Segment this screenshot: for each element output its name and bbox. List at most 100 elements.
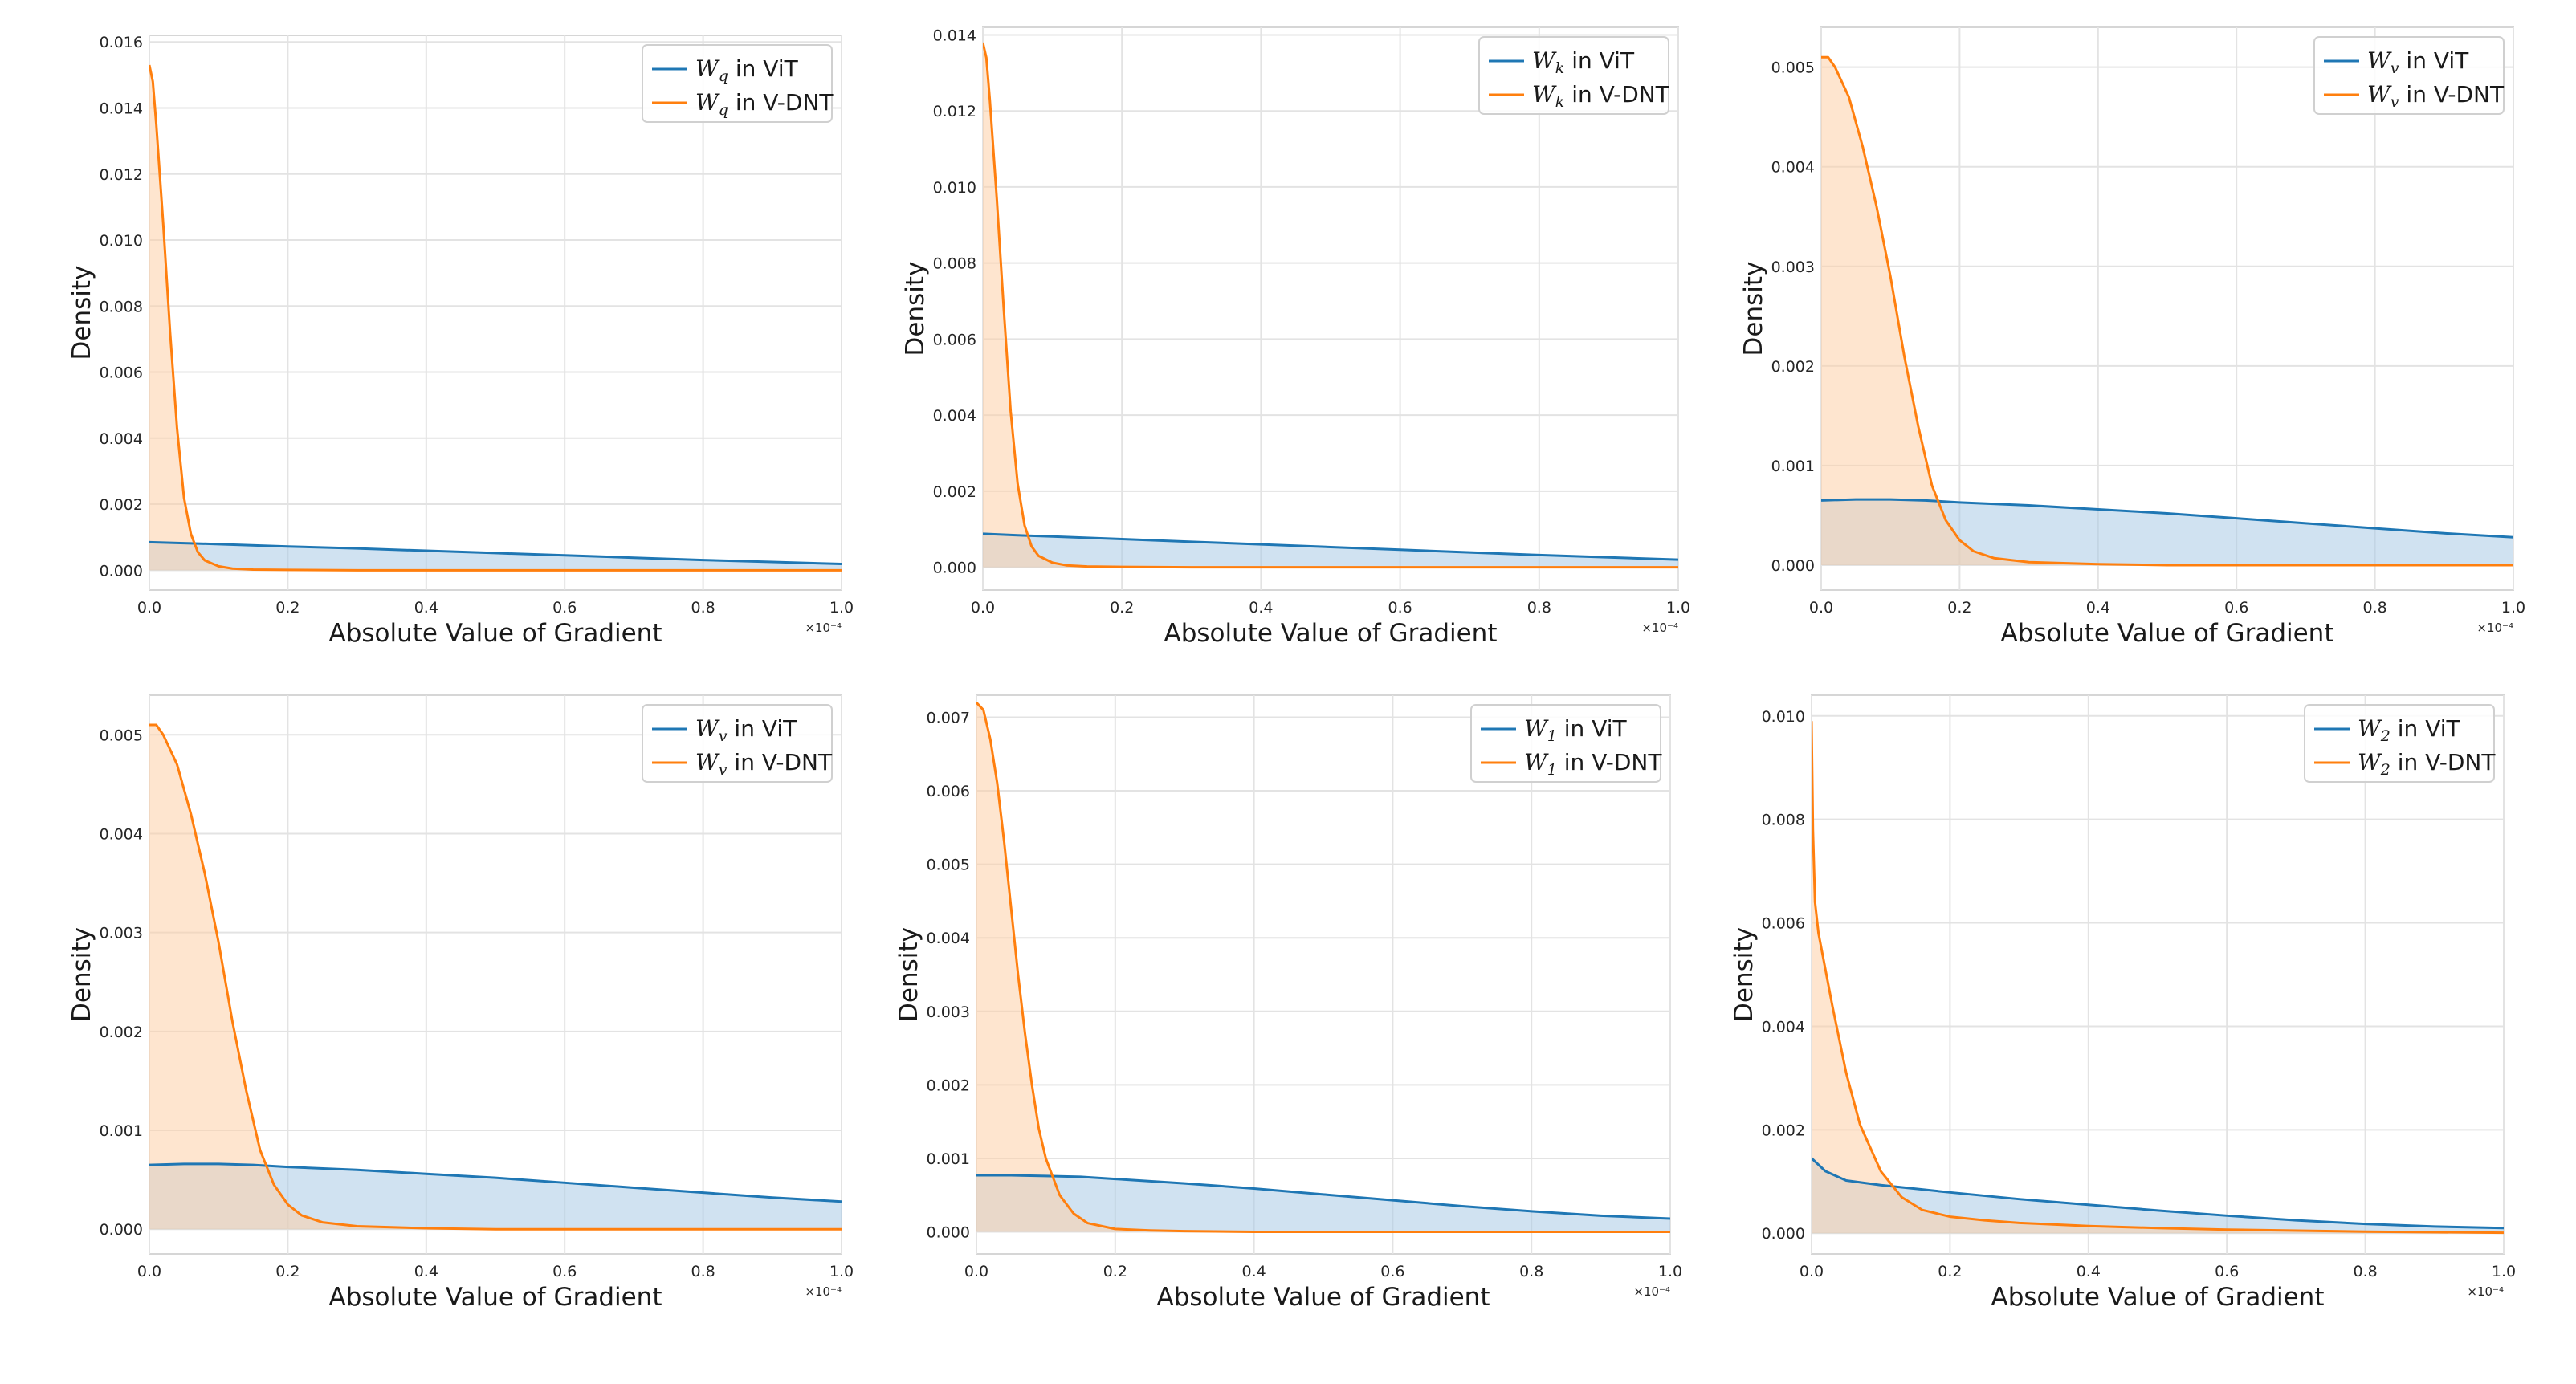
y-tick-label: 0.002	[100, 1024, 143, 1041]
legend: Wk in ViT Wk in V-DNT	[1478, 36, 1670, 115]
series-line-vit	[149, 1162, 842, 1203]
x-tick-label: 1.0	[829, 599, 854, 617]
legend-rest: in V-DNT	[728, 89, 834, 116]
legend-label-vdnt: Wv in V-DNT	[2367, 81, 2505, 111]
legend-subscript: q	[719, 67, 728, 85]
y-tick-label: 0.003	[100, 925, 143, 942]
y-tick-label: 0.000	[933, 560, 976, 577]
legend-label-vit: Wv in ViT	[2367, 47, 2469, 77]
legend-rest: in ViT	[728, 715, 798, 742]
legend-label-vit: Wk in ViT	[1532, 47, 1635, 77]
series-line-vit	[976, 1174, 1670, 1220]
y-tick-label: 0.006	[1762, 915, 1805, 933]
legend-subscript: 1	[1547, 761, 1557, 779]
y-tick-label: 0.016	[100, 34, 143, 51]
x-axis-label: Absolute Value of Gradient	[329, 619, 662, 648]
chart-panel-2: 0.0 0.2 0.4 0.6 0.8 1.0 0.000 0.002 0.004 0.006 0.…	[901, 26, 1690, 648]
x-tick-label: 0.6	[1380, 1263, 1404, 1280]
legend-label-vit: W1 in ViT	[1524, 715, 1628, 745]
x-axis-label: Absolute Value of Gradient	[1991, 1283, 2325, 1312]
legend-subscript: v	[719, 727, 728, 745]
x-tick-label: 0.4	[1249, 599, 1273, 617]
series-line-vdnt	[149, 64, 842, 572]
series-line-vdnt	[983, 42, 1678, 569]
x-tick-label: 1.0	[829, 1263, 854, 1280]
legend-rest: in ViT	[728, 55, 799, 82]
legend-label-vit: W2 in ViT	[2358, 715, 2461, 745]
series-line-vdnt	[976, 702, 1670, 1234]
x-tick-label: 0.2	[275, 1263, 300, 1280]
x-tick-label: 0.0	[137, 599, 161, 617]
x-tick-label: 1.0	[1666, 599, 1690, 617]
x-axis-label: Absolute Value of Gradient	[2001, 619, 2334, 648]
y-tick-label: 0.008	[1762, 812, 1805, 829]
y-tick-label: 0.001	[100, 1122, 143, 1140]
x-tick-label: 0.6	[1388, 599, 1412, 617]
legend-label-vdnt: W2 in V-DNT	[2358, 749, 2496, 779]
legend-rest: in ViT	[2399, 47, 2470, 74]
x-offset-label: ×10⁻⁴	[1641, 621, 1678, 635]
legend-symbol: W	[695, 89, 720, 116]
series-area-vit	[983, 533, 1678, 568]
series-area-vdnt	[1821, 57, 2513, 565]
x-tick-label: 1.0	[1658, 1263, 1682, 1280]
x-tick-label: 0.8	[1519, 1263, 1543, 1280]
plot-area	[982, 26, 1679, 591]
x-tick-label: 0.4	[2086, 599, 2110, 617]
series-line-vdnt	[1821, 55, 2513, 567]
y-tick-label: 0.006	[100, 364, 143, 382]
legend-subscript: 2	[2380, 761, 2391, 779]
legend: W2 in ViT W2 in V-DNT	[2304, 704, 2496, 783]
y-axis-label: Density	[67, 266, 96, 360]
y-tick-label: 0.004	[100, 430, 143, 448]
y-tick-label: 0.000	[100, 1221, 143, 1239]
x-tick-label: 0.0	[1809, 599, 1833, 617]
y-tick-label: 0.004	[100, 825, 143, 843]
y-tick-label: 0.002	[100, 496, 143, 514]
chart-panel-5: 0.0 0.2 0.4 0.6 0.8 1.0 0.000 0.001 0.002 0.003 0.…	[895, 694, 1682, 1312]
legend-subscript: k	[1555, 93, 1565, 111]
x-tick-label: 0.2	[1110, 599, 1134, 617]
y-axis-label: Density	[901, 262, 930, 356]
x-tick-label: 0.4	[2077, 1263, 2101, 1280]
legend-symbol: W	[1532, 81, 1557, 108]
x-tick-label: 0.6	[2224, 599, 2248, 617]
series-area-vit	[149, 1163, 842, 1230]
legend-subscript: v	[719, 761, 728, 779]
series-line-vit	[1812, 1157, 2504, 1230]
y-tick-label: 0.005	[1771, 59, 1815, 77]
x-axis-label: Absolute Value of Gradient	[1157, 1283, 1490, 1312]
legend-symbol: W	[2358, 715, 2382, 742]
legend-symbol: W	[2367, 81, 2392, 108]
chart-panel-6: 0.0 0.2 0.4 0.6 0.8 1.0 0.000 0.002 0.004 0.006 0.…	[1730, 694, 2516, 1312]
legend-box	[1478, 36, 1669, 115]
x-tick-label: 0.8	[1527, 599, 1551, 617]
y-tick-label: 0.004	[933, 407, 976, 425]
plot-area	[149, 694, 842, 1255]
chart-panel-3: 0.0 0.2 0.4 0.6 0.8 1.0 0.000 0.001 0.002 0.003 0.…	[1739, 26, 2525, 648]
y-tick-label: 0.010	[1762, 708, 1805, 726]
legend-rest: in V-DNT	[2399, 81, 2505, 108]
x-tick-label: 0.2	[1947, 599, 1971, 617]
x-tick-label: 0.8	[2362, 599, 2386, 617]
x-tick-label: 1.0	[2501, 599, 2525, 617]
legend-subscript: v	[2391, 59, 2399, 77]
legend-symbol: W	[2367, 47, 2392, 74]
plot-area	[149, 35, 842, 591]
legend-rest: in ViT	[1564, 47, 1635, 74]
legend-label-vdnt: Wk in V-DNT	[1532, 81, 1670, 111]
y-tick-label: 0.014	[100, 100, 143, 117]
legend-symbol: W	[2358, 749, 2382, 775]
y-tick-label: 0.003	[1771, 258, 1815, 276]
plot-area	[1811, 694, 2505, 1255]
x-offset-label: ×10⁻⁴	[2467, 1284, 2504, 1299]
legend-subscript: 2	[2380, 727, 2391, 745]
y-tick-label: 0.010	[933, 179, 976, 197]
y-tick-label: 0.000	[927, 1224, 970, 1242]
x-tick-label: 0.0	[971, 599, 995, 617]
legend-symbol: W	[1524, 749, 1549, 775]
